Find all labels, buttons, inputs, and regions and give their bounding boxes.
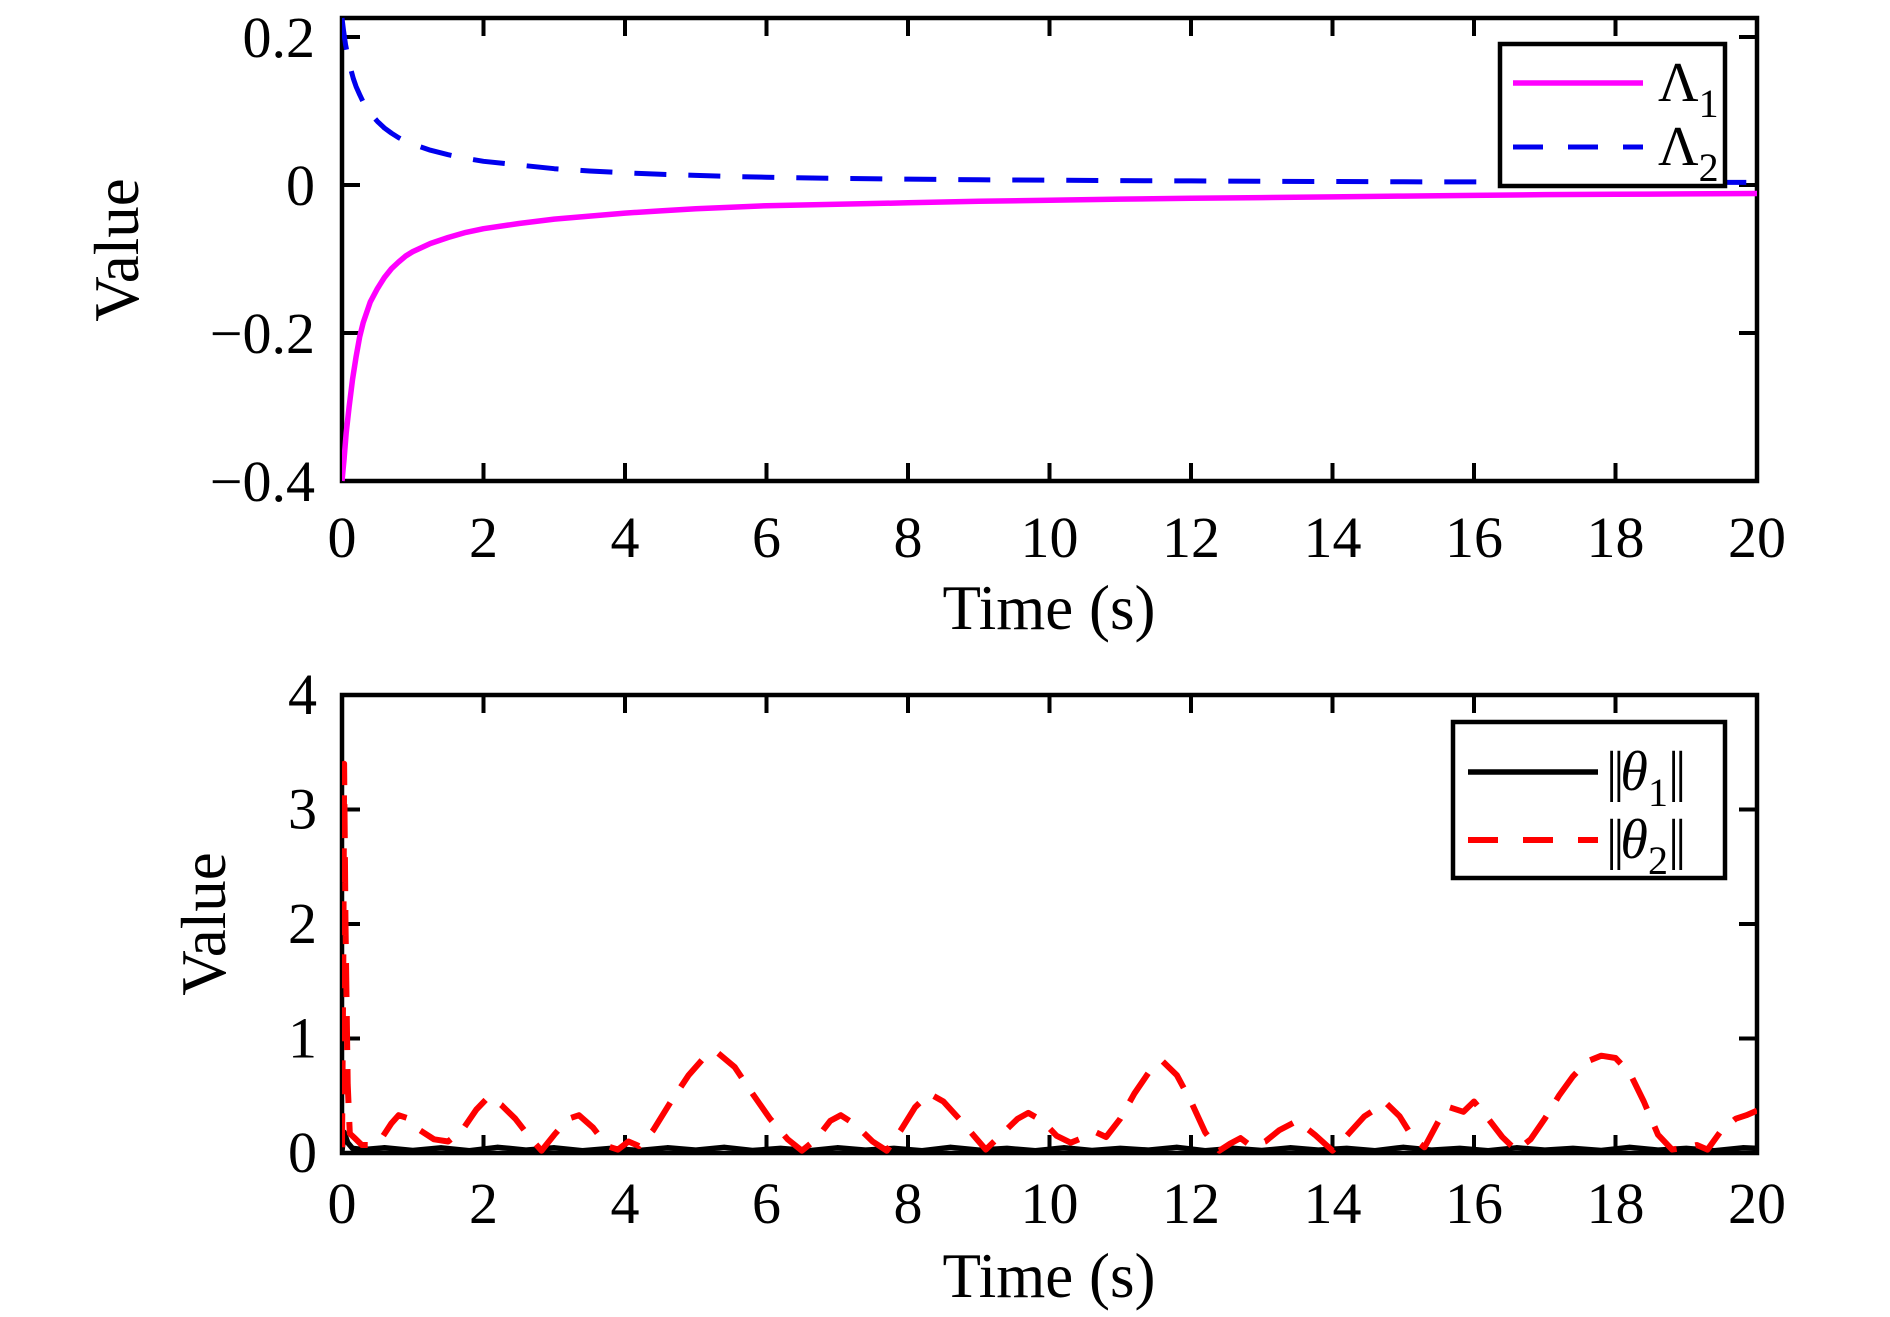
- bottom-y-tick-label: 4: [288, 662, 317, 727]
- bottom-y-tick-label: 2: [288, 891, 317, 956]
- bottom-legend-box: [1450, 719, 1728, 881]
- bottom-x-tick-label: 2: [469, 1171, 498, 1236]
- bottom-x-tick-label: 16: [1445, 1171, 1503, 1236]
- bottom-y-tick-label: 1: [288, 1006, 317, 1071]
- bottom-x-tick-label: 18: [1587, 1171, 1645, 1236]
- bottom-legend: ||θ1|| ||θ2||: [1450, 719, 1728, 883]
- top-x-tick-label: 0: [328, 505, 357, 570]
- top-legend-entry-2-label: Λ2: [1658, 116, 1719, 190]
- bottom-legend-entry-1-label: ||θ1||: [1606, 741, 1682, 815]
- bottom-x-tick-label: 4: [611, 1171, 640, 1236]
- top-xaxis-label: Time (s): [943, 573, 1156, 643]
- bottom-legend-samples: [1468, 769, 1598, 843]
- bottom-x-tick-label: 0: [328, 1171, 357, 1236]
- top-legend-box: [1497, 41, 1728, 189]
- top-x-tick-label: 8: [894, 505, 923, 570]
- top-x-tick-label: 10: [1021, 505, 1079, 570]
- top-legend: Λ1 Λ2: [1497, 41, 1728, 190]
- top-y-tick-label: 0.2: [243, 5, 316, 70]
- top-x-tick-label: 12: [1162, 505, 1220, 570]
- bottom-series-group: [342, 760, 1757, 1154]
- bottom-x-tick-label: 6: [752, 1171, 781, 1236]
- bottom-x-tick-label: 14: [1304, 1171, 1362, 1236]
- top-x-tick-label: 20: [1728, 505, 1786, 570]
- top-legend-samples: [1513, 80, 1643, 150]
- bottom-x-tick-label: 8: [894, 1171, 923, 1236]
- top-x-tick-label: 6: [752, 505, 781, 570]
- Lambda_1-line: [342, 190, 1757, 482]
- bottom-x-tick-label: 20: [1728, 1171, 1786, 1236]
- bottom-y-tick-label: 0: [288, 1120, 317, 1185]
- top-y-tick-label: −0.4: [210, 449, 315, 514]
- bottom-x-tick-label: 10: [1021, 1171, 1079, 1236]
- top-x-tick-label: 16: [1445, 505, 1503, 570]
- top-x-tick-label: 18: [1587, 505, 1645, 570]
- Lambda_2-line: [342, 17, 1757, 185]
- top-x-tick-label: 14: [1304, 505, 1362, 570]
- top-series-group: [342, 17, 1757, 482]
- bottom-x-tick-label: 12: [1162, 1171, 1220, 1236]
- top-y-tick-label: −0.2: [210, 301, 315, 366]
- bottom-y-tick-label: 3: [288, 777, 317, 842]
- top-x-tick-label: 2: [469, 505, 498, 570]
- bottom-yaxis-label: Value: [169, 852, 239, 995]
- norm_theta_1-line: [342, 1129, 1757, 1154]
- top-yaxis-label: Value: [82, 178, 152, 321]
- top-y-tick-label: 0: [286, 153, 315, 218]
- norm_theta_2-line: [342, 760, 1757, 1154]
- bottom-legend-entry-2-label: ||θ2||: [1606, 809, 1682, 883]
- bottom-xaxis-label: Time (s): [943, 1241, 1156, 1311]
- top-x-tick-label: 4: [611, 505, 640, 570]
- top-plot-area: 0 2 4 6 8 10 12 14 16 18 20 0.2 0 −0.2 −0.4: [210, 5, 1786, 570]
- top-legend-entry-1-label: Λ1: [1658, 52, 1719, 126]
